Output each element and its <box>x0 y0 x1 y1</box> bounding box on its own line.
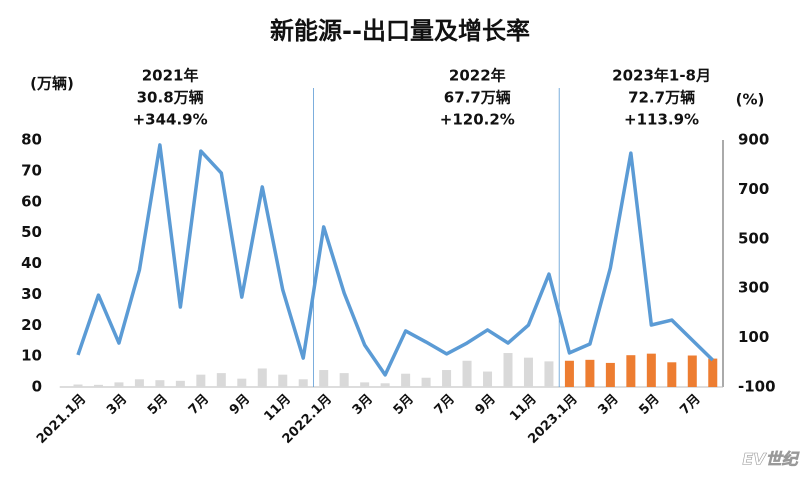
bar <box>462 360 472 387</box>
x-tick-label: 11月 <box>261 392 294 425</box>
annotation: 30.8万辆 <box>137 89 204 107</box>
bar <box>687 355 697 387</box>
bar <box>401 373 411 387</box>
x-tick-label: 7月 <box>432 392 458 418</box>
bar <box>175 380 185 387</box>
annotation: 2021年 <box>142 67 199 85</box>
y-tick-label: 30 <box>21 285 42 303</box>
bar <box>605 362 615 387</box>
bar <box>216 373 226 387</box>
bar <box>523 357 533 387</box>
bar <box>667 362 677 387</box>
bar <box>483 371 493 387</box>
bar <box>360 382 370 387</box>
bar <box>646 353 656 387</box>
bar <box>257 368 267 387</box>
chart-title: 新能源--出口量及增长率 <box>270 17 530 45</box>
brand-logo: EV世纪 <box>742 450 799 469</box>
bar <box>73 384 83 387</box>
y-axis-label: (万辆) <box>30 75 74 93</box>
annotation: 2023年1-8月 <box>612 67 711 85</box>
x-tick-label: 5月 <box>391 392 417 418</box>
bar <box>196 374 206 387</box>
bar <box>237 378 247 387</box>
y2-tick-label: 900 <box>738 131 769 149</box>
bar <box>544 361 554 387</box>
bar <box>380 383 390 387</box>
bar <box>134 379 144 387</box>
y-tick-label: 10 <box>21 347 42 365</box>
bar <box>319 370 329 387</box>
bar <box>585 359 595 387</box>
annotation: +344.9% <box>133 111 208 129</box>
bar <box>339 373 349 387</box>
y-tick-label: 40 <box>21 254 42 272</box>
bar <box>298 379 308 387</box>
annotation: 2022年 <box>449 67 506 85</box>
x-tick-label: 3月 <box>595 392 621 418</box>
y-tick-label: 0 <box>32 378 42 396</box>
bar <box>114 382 124 387</box>
growth-line <box>76 143 714 377</box>
x-tick-label: 7月 <box>186 392 212 418</box>
x-tick-label: 7月 <box>677 392 703 418</box>
x-tick-label: 3月 <box>350 392 376 418</box>
x-tick-label: 11月 <box>507 392 540 425</box>
y-tick-label: 50 <box>21 223 42 241</box>
y-tick-label: 20 <box>21 316 42 334</box>
x-tick-label: 2021.1月 <box>34 392 89 447</box>
y2-tick-label: -100 <box>738 378 776 396</box>
x-tick-label: 9月 <box>227 392 253 418</box>
bar <box>708 358 718 387</box>
bar <box>155 380 165 387</box>
x-tick-label: 9月 <box>473 392 499 418</box>
annotation: +113.9% <box>624 111 699 129</box>
bar <box>442 370 452 387</box>
y2-tick-label: 700 <box>738 180 769 198</box>
y2-tick-label: 100 <box>738 328 769 346</box>
bar <box>93 384 103 387</box>
y2-tick-label: 500 <box>738 229 769 247</box>
bar <box>626 355 636 387</box>
x-tick-label: 5月 <box>636 392 662 418</box>
bar <box>564 360 574 387</box>
y-tick-label: 70 <box>21 161 42 179</box>
bar <box>503 353 513 387</box>
y2-tick-label: 300 <box>738 279 769 297</box>
annotation: 67.7万辆 <box>444 89 511 107</box>
annotation: +120.2% <box>440 111 515 129</box>
x-tick-label: 3月 <box>104 392 130 418</box>
y-tick-label: 80 <box>21 131 42 149</box>
annotation: 72.7万辆 <box>628 89 695 107</box>
bar <box>421 377 431 387</box>
bar <box>278 374 288 387</box>
y-tick-label: 60 <box>21 192 42 210</box>
x-tick-label: 5月 <box>145 392 171 418</box>
y2-axis-label: (%) <box>736 91 765 109</box>
